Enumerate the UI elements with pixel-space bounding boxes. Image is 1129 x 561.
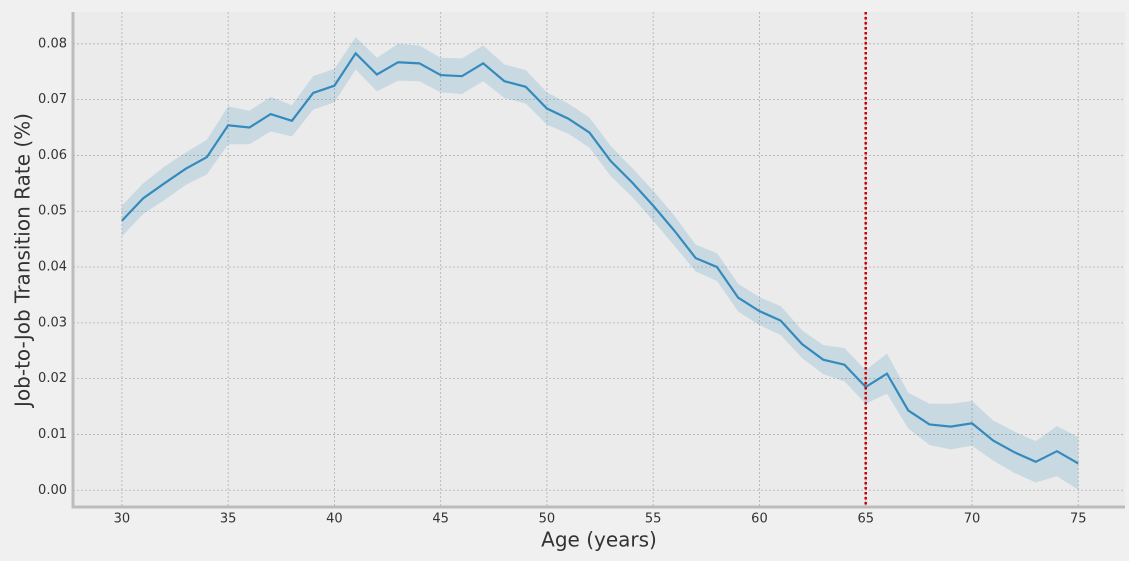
x-tick-label: 30 <box>114 512 131 527</box>
plot-area <box>73 12 1125 507</box>
x-tick-label: 35 <box>220 512 237 527</box>
x-tick-label: 45 <box>432 512 449 527</box>
y-tick-label: 0.07 <box>38 92 67 107</box>
y-tick-label: 0.00 <box>38 483 67 498</box>
line <box>121 51 1079 465</box>
x-axis-label: Age (years) <box>541 528 657 552</box>
x-tick-label: 55 <box>645 512 662 527</box>
y-tick-label: 0.02 <box>38 371 67 386</box>
x-tick-label: 50 <box>539 512 556 527</box>
confidence-band <box>121 37 1079 490</box>
x-tick-label: 40 <box>326 512 343 527</box>
y-tick-label: 0.04 <box>38 260 67 275</box>
y-tick-label: 0.08 <box>38 36 67 51</box>
y-tick-label: 0.03 <box>38 315 67 330</box>
y-axis-label: Job-to-Job Transition Rate (%) <box>11 113 35 409</box>
x-tick-label: 60 <box>751 512 768 527</box>
x-tick-label: 65 <box>857 512 874 527</box>
x-tick-label: 70 <box>964 512 981 527</box>
y-tick-label: 0.01 <box>38 427 67 442</box>
y-tick-label: 0.05 <box>38 204 67 219</box>
y-tick-label: 0.06 <box>38 148 67 163</box>
x-tick-label: 75 <box>1070 512 1087 527</box>
